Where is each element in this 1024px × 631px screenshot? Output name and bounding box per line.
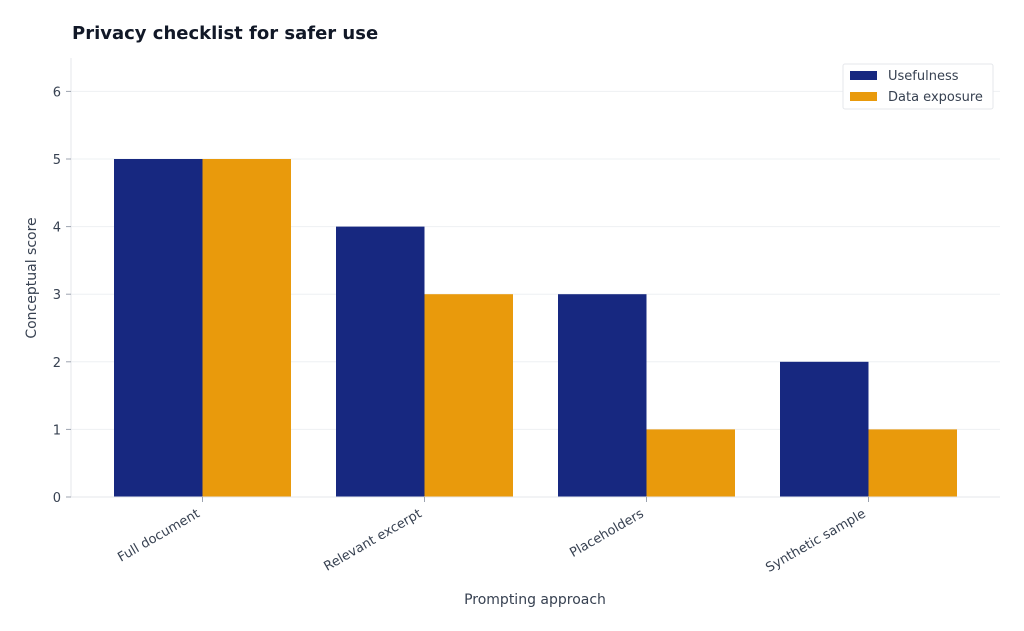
bar-usefulness bbox=[336, 226, 425, 497]
bars bbox=[114, 159, 957, 497]
bar-data-exposure bbox=[868, 429, 957, 497]
bar-usefulness bbox=[114, 159, 203, 497]
legend-label: Data exposure bbox=[888, 90, 983, 105]
y-tick-label: 4 bbox=[53, 221, 61, 236]
y-tick-label: 0 bbox=[53, 491, 61, 506]
legend-swatch bbox=[850, 71, 877, 80]
legend: Usefulness Data exposure bbox=[842, 63, 994, 110]
y-tick-label: 6 bbox=[53, 85, 61, 100]
y-tick-label: 1 bbox=[53, 423, 61, 438]
bar-usefulness bbox=[780, 361, 869, 497]
x-tick-label: Placeholders bbox=[567, 506, 646, 560]
x-axis-label: Prompting approach bbox=[464, 592, 606, 608]
legend-box bbox=[842, 63, 994, 110]
y-axis-label: Conceptual score bbox=[24, 217, 40, 338]
y-tick-label: 3 bbox=[53, 288, 61, 303]
y-tick-label: 2 bbox=[53, 356, 61, 371]
x-tick-label: Relevant excerpt bbox=[322, 506, 425, 574]
x-tick-label: Synthetic sample bbox=[763, 506, 868, 575]
bar-usefulness bbox=[558, 294, 647, 497]
legend-swatch bbox=[850, 92, 877, 101]
bar-data-exposure bbox=[424, 294, 513, 497]
legend-label: Usefulness bbox=[888, 69, 959, 84]
chart-title: Privacy checklist for safer use bbox=[72, 23, 378, 44]
y-tick-label: 5 bbox=[53, 153, 61, 168]
bar-data-exposure bbox=[646, 429, 735, 497]
x-ticks: Full document Relevant excerpt Placeholder… bbox=[115, 497, 869, 576]
x-tick-label: Full document bbox=[115, 506, 202, 565]
bar-data-exposure bbox=[202, 159, 291, 497]
y-ticks: 0 1 2 3 4 5 6 bbox=[53, 85, 71, 506]
